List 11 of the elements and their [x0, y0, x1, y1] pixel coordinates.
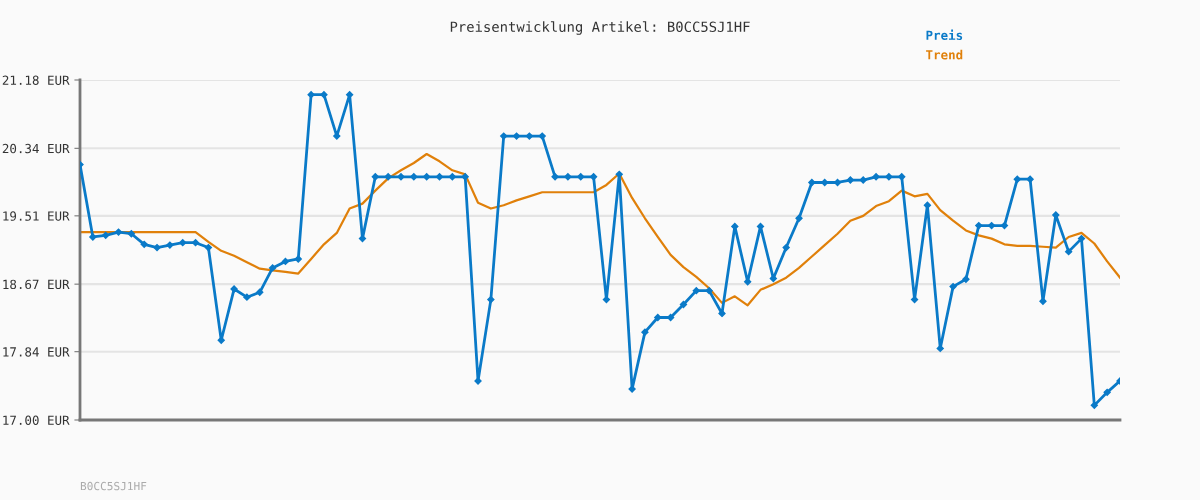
- y-tick-label: 20.34 EUR: [2, 143, 70, 154]
- y-tick-label: 17.00 EUR: [3, 415, 70, 425]
- y-tick-label: 21.18 EUR: [2, 75, 70, 85]
- text: Preis: [926, 29, 963, 40]
- text: B0CC5SJ1HF: [80, 481, 147, 491]
- chart-title: Preisentwicklung Artikel: B0CC5SJ1HF: [450, 21, 750, 35]
- text: Trend: [926, 49, 963, 60]
- line-series: [80, 152, 1120, 307]
- y-tick-label: 19.51 EUR: [3, 211, 70, 221]
- y-tick-label: 17.84 EUR: [3, 347, 70, 357]
- y-tick-label: 18.67 EUR: [3, 279, 70, 290]
